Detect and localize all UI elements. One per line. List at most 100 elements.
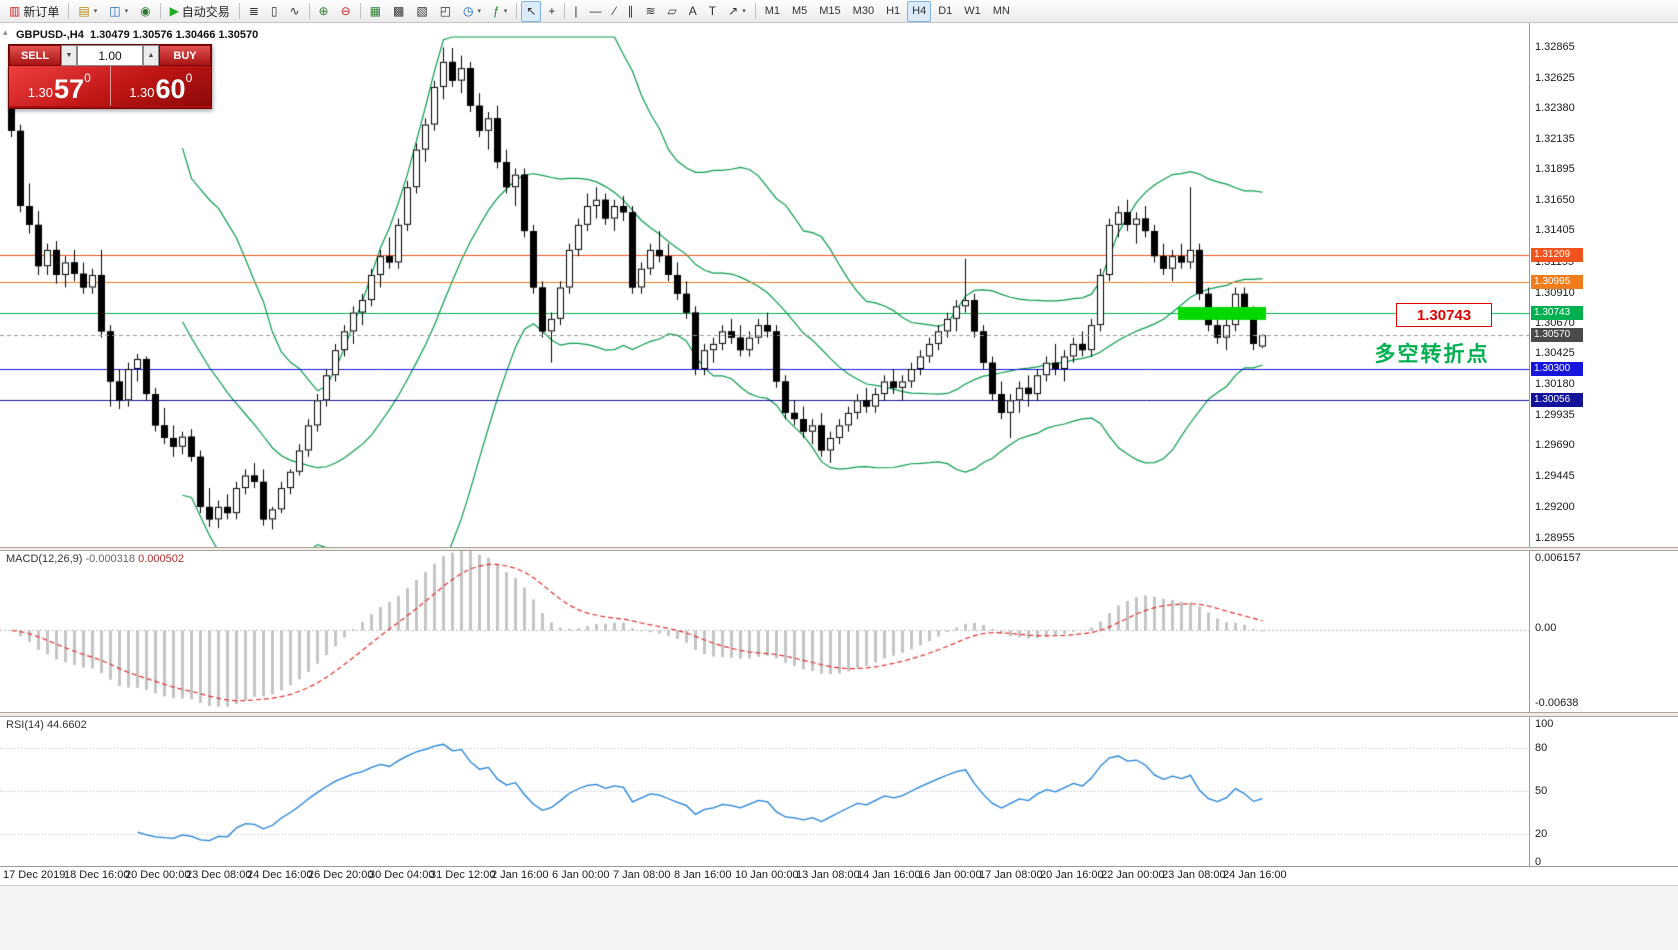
trendline-tool-button[interactable]: ∕ [608,1,620,22]
caret-down-icon: ▾ [477,8,482,15]
speaker-icon: ◉ [140,4,151,18]
macd-scale-label: 0.006157 [1535,552,1581,564]
timeframe-w1-button[interactable]: W1 [959,1,986,22]
timeframe-h4-label: H4 [912,5,927,17]
line-chart-mode-button[interactable]: ∿ [284,1,304,22]
period-selector-button[interactable]: ◷ ▾ [458,1,486,22]
time-label: 24 Jan 16:00 [1223,869,1287,881]
play-icon: ▶ [169,4,179,18]
text-icon: A [688,4,697,18]
cascade-windows-button[interactable]: ▩ [388,1,409,22]
window-plus-icon: ◰ [439,4,452,18]
one-click-trading-panel: SELL ▼ ▲ BUY 1.30 57 0 1.30 60 0 [8,44,212,109]
new-chart-button[interactable]: ▤ ▾ [73,1,102,22]
caret-down-icon: ▾ [742,8,746,15]
time-label: 26 Dec 20:00 [308,869,374,881]
fibonacci-tool-button[interactable]: ≋ [640,1,660,22]
panel-splitter[interactable] [0,547,1678,551]
price-tick-label: 1.29935 [1535,408,1575,421]
cursor-tool-button[interactable]: ↖ [521,0,542,22]
timeframe-mn-button[interactable]: MN [988,1,1015,22]
chart-add-icon: ▤ [78,4,90,18]
zoom-in-button[interactable]: ⊕ [314,1,334,22]
new-order-button[interactable]: ▥ 新订单 [4,1,64,22]
candle-chart-mode-button[interactable]: ▯ [266,1,283,22]
text-tool-button[interactable]: A [684,1,702,22]
rsi-scale-label: 20 [1535,827,1548,840]
profiles-button[interactable]: ◫ ▾ [104,1,133,22]
main-chart-canvas[interactable] [0,23,1529,547]
turning-point-note: 多空转折点 [1374,342,1490,366]
price-tick-label: 1.31895 [1535,163,1575,176]
price-tick-label: 1.30425 [1535,347,1575,360]
zoom-out-button[interactable]: ⊖ [336,1,356,22]
arrange-windows-button[interactable]: ▧ [411,1,432,22]
price-scale[interactable]: 1.32865 1.32625 1.32380 1.32135 1.31895 1.316… [1529,23,1678,868]
label-tool-button[interactable]: T [704,1,721,22]
timeframe-m30-button[interactable]: M30 [848,1,879,22]
channel-icon: ∥ [627,4,634,18]
price-tick-label: 1.29690 [1535,439,1575,452]
arrows-tool-button[interactable]: ↗ ▾ [723,1,751,22]
time-label: 16 Jan 00:00 [918,869,982,881]
timeframe-h1-button[interactable]: H1 [881,1,905,22]
chart-shift-marker-icon: ▴ [3,27,8,37]
rsi-scale-label: 80 [1535,742,1548,755]
timeframe-h4-button[interactable]: H4 [907,0,932,22]
time-label: 17 Jan 08:00 [979,869,1043,881]
rsi-canvas[interactable] [0,717,1529,865]
buy-button[interactable]: BUY [159,45,211,66]
time-label: 23 Jan 08:00 [1162,869,1226,881]
volume-decrease-button[interactable]: ▼ [61,45,77,66]
shapes-tool-button[interactable]: ▱ [663,1,682,22]
sell-button[interactable]: SELL [9,45,61,66]
vertical-line-tool-button[interactable]: | [569,1,582,22]
price-tick-label: 1.28955 [1535,531,1575,544]
panel-splitter[interactable] [0,712,1678,717]
timeframe-m1-button[interactable]: M1 [760,1,785,22]
macd-scale-label: 0.00 [1535,622,1557,634]
time-label: 2 Jan 16:00 [491,869,549,881]
toolbar-separator [68,3,70,19]
time-scale[interactable]: 17 Dec 2019 18 Dec 16:00 20 Dec 00:00 23 De… [0,867,1678,884]
price-tick-label: 1.32380 [1535,102,1575,115]
channel-tool-button[interactable]: ∥ [622,1,638,22]
arrange-icon: ▧ [416,4,428,18]
price-tag: 1.30743 [1531,306,1583,321]
bar-chart-mode-button[interactable]: ≣ [244,1,264,22]
tile-windows-icon: ▦ [369,4,382,18]
time-label: 14 Jan 16:00 [857,869,921,881]
horizontal-line-tool-button[interactable]: — [584,1,606,22]
time-label: 20 Jan 16:00 [1040,869,1104,881]
timeframe-m5-button[interactable]: M5 [787,1,812,22]
caret-down-icon: ▾ [124,8,129,15]
new-order-label: 新订单 [23,4,60,19]
volume-input[interactable] [77,45,143,66]
buy-price-button[interactable]: 1.30 60 0 [111,66,212,106]
hline-icon: — [589,4,602,18]
timeframe-m5-label: M5 [791,5,808,17]
crosshair-tool-button[interactable]: + [543,1,560,22]
macd-canvas[interactable] [0,551,1529,712]
sell-price-small: 1.30 [27,84,54,100]
toolbar-separator [564,3,566,19]
tile-windows-button[interactable]: ▦ [365,1,386,22]
candles-icon: ▯ [270,4,278,18]
price-tick-label: 1.32135 [1535,132,1575,145]
rsi-scale-label: 0 [1535,856,1542,868]
auto-trading-button[interactable]: ▶ 自动交易 [165,1,235,22]
timeframe-d1-button[interactable]: D1 [933,1,957,22]
sounds-button[interactable]: ◉ [135,1,155,22]
timeframe-m1-label: M1 [764,5,780,17]
vline-icon: | [574,4,578,18]
rsi-scale-label: 50 [1535,785,1548,797]
volume-increase-button[interactable]: ▲ [143,45,159,66]
indicators-button[interactable]: ƒ ▾ [488,1,512,22]
buy-price-pips: 60 [155,74,186,104]
timeframe-m15-button[interactable]: M15 [814,1,845,22]
sell-price-button[interactable]: 1.30 57 0 [9,66,110,106]
new-window-button[interactable]: ◰ [435,1,456,22]
price-tag: 1.30056 [1531,392,1583,407]
rsi-value: 44.6602 [46,719,87,731]
macd-signal-value: 0.000502 [138,553,184,565]
